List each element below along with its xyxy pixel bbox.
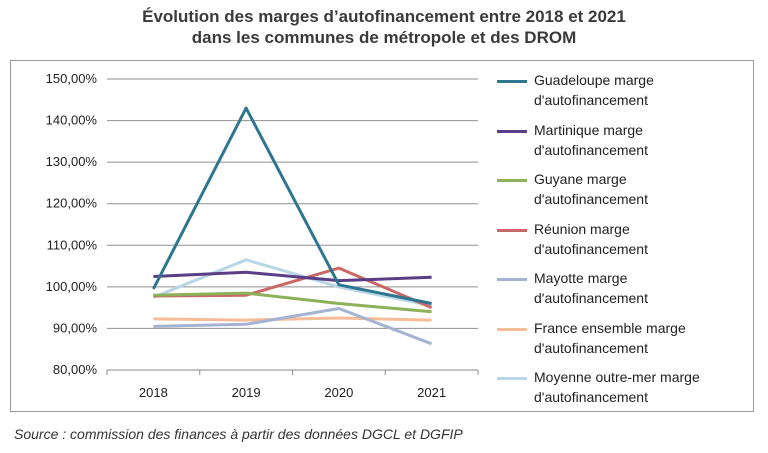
- y-tick-label: 110,00%: [47, 237, 98, 252]
- legend-label: Martinique marge d'autofinancement: [534, 121, 648, 158]
- legend-item: Guyane marge d'autofinancement: [497, 169, 747, 219]
- x-tick-label: 2018: [139, 385, 168, 400]
- legend-item: Martinique marge d'autofinancement: [497, 120, 747, 170]
- legend-swatch: [497, 179, 527, 182]
- legend-swatch: [497, 327, 527, 331]
- legend-label: Moyenne outre-mer marge d'autofinancemen…: [534, 369, 700, 405]
- legend-item: Moyenne outre-mer marge d'autofinancemen…: [497, 367, 747, 417]
- y-tick-label: 120,00%: [46, 196, 98, 211]
- y-tick-label: 130,00%: [46, 154, 98, 169]
- x-tick-label: 2021: [417, 385, 446, 400]
- y-tick-label: 90,00%: [53, 320, 98, 335]
- legend-swatch: [497, 377, 527, 380]
- chart-title-line-1: Évolution des marges d’autofinancement e…: [142, 7, 626, 26]
- series-line: [152, 258, 432, 308]
- legend-item: Réunion marge d'autofinancement: [497, 219, 747, 269]
- series-line: [153, 307, 433, 346]
- legend-swatch: [497, 228, 527, 232]
- series-line: [153, 270, 432, 283]
- series-line: [153, 291, 432, 314]
- series-line: [153, 316, 432, 322]
- chart-legend: Guadeloupe marge d'autofinancement Martin…: [497, 70, 747, 417]
- y-tick-label: 100,00%: [46, 279, 98, 294]
- legend-swatch: [497, 278, 527, 281]
- source-note: Source : commission des finances à parti…: [14, 426, 463, 442]
- chart-frame: [10, 60, 754, 412]
- legend-item: France ensemble marge d'autofinancement: [497, 318, 747, 368]
- legend-swatch: [497, 129, 527, 133]
- legend-label: Guyane marge d'autofinancement: [534, 171, 648, 207]
- legend-label: Réunion marge d'autofinancement: [534, 220, 648, 257]
- chart-title-line-2: dans les communes de métropole et des DR…: [191, 28, 577, 47]
- series-line: [152, 106, 432, 305]
- x-tick-label: 2020: [324, 385, 353, 400]
- y-tick-label: 140,00%: [46, 113, 98, 128]
- legend-swatch: [497, 80, 527, 83]
- legend-item: Mayotte marge d'autofinancement: [497, 268, 747, 318]
- legend-label: Guadeloupe marge d'autofinancement: [534, 72, 654, 108]
- legend-label: Mayotte marge d'autofinancement: [534, 270, 648, 306]
- y-tick-label: 150,00%: [46, 71, 98, 86]
- chart-title: Évolution des marges d’autofinancement e…: [0, 6, 768, 48]
- legend-label: France ensemble marge d'autofinancement: [534, 319, 686, 356]
- legend-item: Guadeloupe marge d'autofinancement: [497, 70, 747, 120]
- x-tick-label: 2019: [232, 385, 261, 400]
- y-tick-label: 80,00%: [53, 362, 98, 377]
